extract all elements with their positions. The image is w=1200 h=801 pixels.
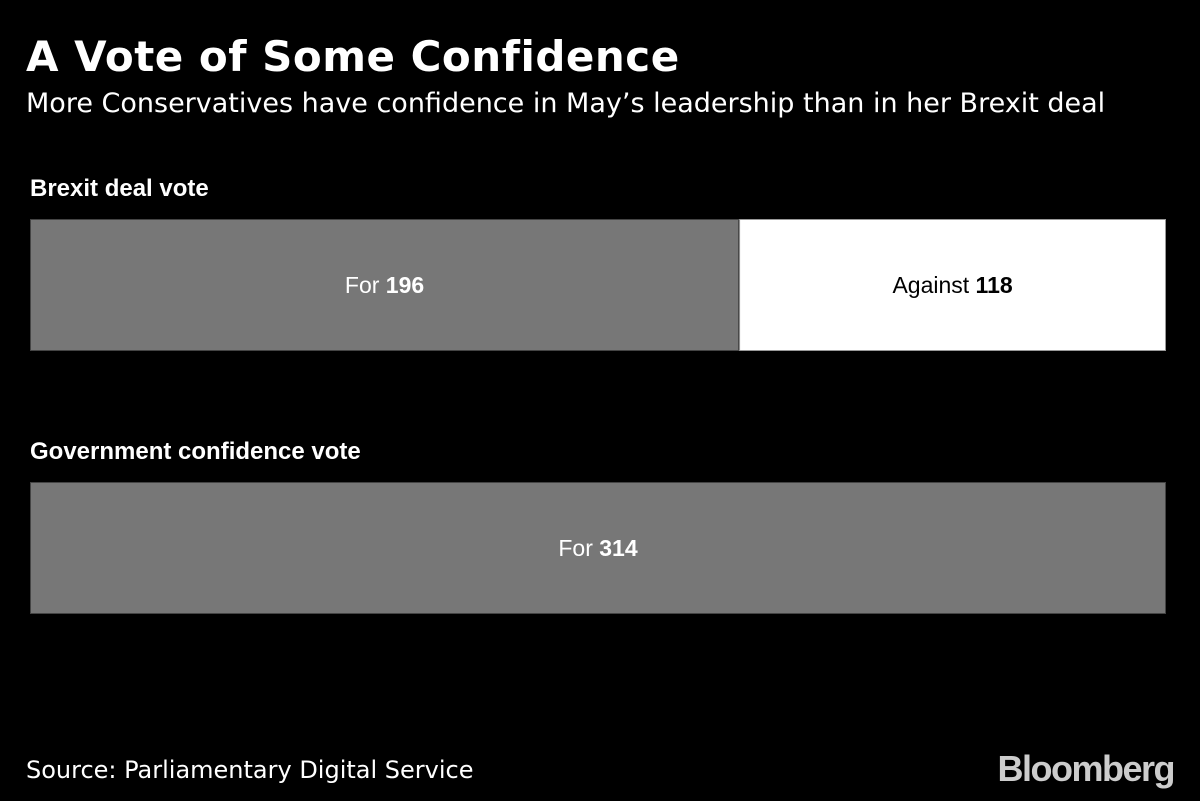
group-label: Brexit deal vote — [30, 175, 209, 202]
bar-segment-for — [30, 482, 1166, 614]
chart-subtitle: More Conservatives have confidence in Ma… — [26, 88, 1106, 119]
segment-label: For 314 — [558, 535, 637, 561]
segment-value: 314 — [599, 535, 638, 561]
group-label: Government confidence vote — [30, 438, 361, 465]
bloomberg-logo: Bloomberg — [997, 748, 1175, 789]
bar-segment-against — [739, 219, 1166, 351]
segment-value: 196 — [386, 272, 424, 298]
source-note: Source: Parliamentary Digital Service — [26, 756, 474, 784]
segment-value: 118 — [976, 272, 1013, 298]
segment-category: For — [558, 535, 599, 561]
segment-category: Against — [892, 272, 975, 298]
segment-category: For — [345, 272, 386, 298]
chart-title: A Vote of Some Confidence — [26, 32, 680, 81]
segment-label: For 196 — [345, 272, 424, 298]
segment-label: Against 118 — [892, 272, 1012, 298]
bar-segment-for — [30, 219, 740, 351]
